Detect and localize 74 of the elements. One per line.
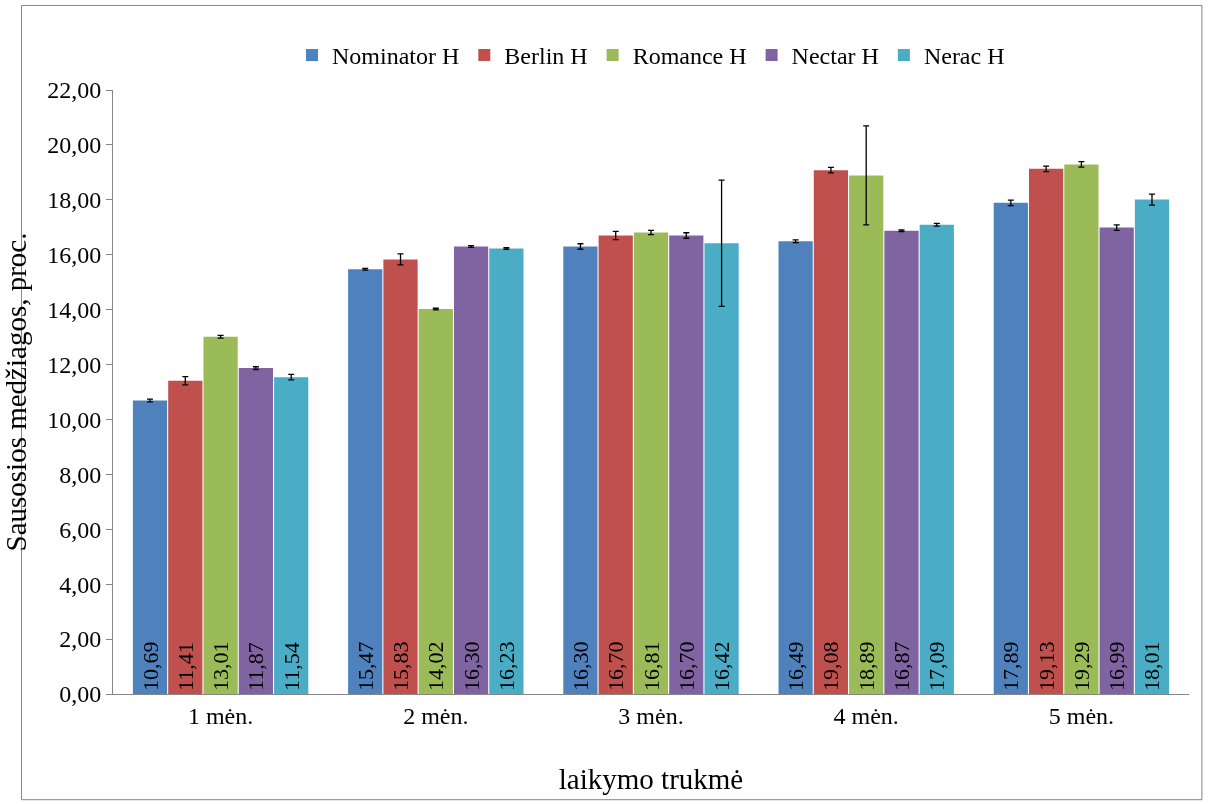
bar <box>919 224 954 694</box>
bar <box>489 248 524 694</box>
data-label: 19,29 <box>1068 641 1094 691</box>
data-label: 19,08 <box>818 641 844 691</box>
x-tick-label: 4 mėn. <box>833 702 899 729</box>
data-label: 11,87 <box>243 642 269 691</box>
data-label: 19,13 <box>1033 641 1059 691</box>
bar <box>1028 168 1064 694</box>
data-label: 10,69 <box>137 641 163 691</box>
data-label: 16,70 <box>673 641 699 691</box>
y-axis-title: Sausosios medžiagos, proc. <box>0 232 32 552</box>
x-axis-title: laikymo trukmė <box>558 762 744 795</box>
data-label: 11,41 <box>172 642 198 691</box>
y-tick-label: 2,00 <box>59 626 102 653</box>
data-label: 16,99 <box>1104 641 1130 691</box>
bar <box>203 336 238 694</box>
data-label: 17,89 <box>998 641 1024 691</box>
data-label: 16,30 <box>458 641 484 691</box>
bar <box>274 377 309 694</box>
y-tick-label: 6,00 <box>59 516 102 543</box>
bar <box>849 175 884 694</box>
bar <box>1099 227 1134 694</box>
bar <box>563 246 598 694</box>
bar <box>598 235 633 694</box>
data-label: 17,09 <box>924 641 950 691</box>
data-label: 16,42 <box>709 641 735 691</box>
bar <box>1064 164 1099 694</box>
y-tick-label: 18,00 <box>47 187 102 214</box>
legend-label: Romance H <box>632 43 747 70</box>
y-tick-label: 4,00 <box>59 571 102 598</box>
legend-label: Berlin H <box>504 43 588 70</box>
x-tick-label: 1 mėn. <box>187 702 254 729</box>
data-label: 16,49 <box>783 641 809 691</box>
y-tick-label: 12,00 <box>47 351 102 378</box>
x-tick-label: 3 mėn. <box>618 702 684 729</box>
data-label: 18,01 <box>1139 641 1165 691</box>
legend-label: Nominator H <box>332 43 460 70</box>
bar <box>813 170 849 694</box>
bar <box>884 230 919 694</box>
legend-label: Nerac H <box>923 43 1005 70</box>
bar <box>993 202 1028 694</box>
data-label: 16,87 <box>888 641 914 691</box>
bar <box>704 243 739 694</box>
bar <box>348 269 383 694</box>
y-tick-label: 16,00 <box>47 242 102 269</box>
bar <box>669 235 704 694</box>
data-label: 16,70 <box>603 641 629 691</box>
data-label: 13,01 <box>208 641 234 691</box>
y-tick-label: 8,00 <box>59 461 102 488</box>
bar <box>238 368 274 694</box>
data-label: 18,89 <box>853 641 879 691</box>
data-label: 14,02 <box>423 641 449 691</box>
bar <box>453 246 489 694</box>
y-tick-label: 14,00 <box>47 297 102 324</box>
bar <box>418 309 453 694</box>
y-tick-label: 10,00 <box>47 406 102 433</box>
x-tick-label: 5 mėn. <box>1048 702 1115 729</box>
bar <box>383 259 418 694</box>
data-label: 16,81 <box>638 641 664 691</box>
y-tick-label: 22,00 <box>47 77 102 104</box>
y-tick-label: 20,00 <box>47 132 102 159</box>
bar <box>778 241 813 694</box>
bar <box>1134 199 1170 694</box>
bar <box>168 380 203 694</box>
data-label: 11,54 <box>278 642 304 691</box>
data-label: 16,23 <box>493 641 519 691</box>
data-label: 16,30 <box>567 641 593 691</box>
bar <box>633 232 669 694</box>
y-tick-label: 0,00 <box>59 681 102 708</box>
x-tick-label: 2 mėn. <box>403 702 469 729</box>
legend-label: Nectar H <box>791 43 879 70</box>
bar <box>132 400 168 694</box>
data-label: 15,83 <box>388 641 414 691</box>
data-label: 15,47 <box>352 641 378 691</box>
